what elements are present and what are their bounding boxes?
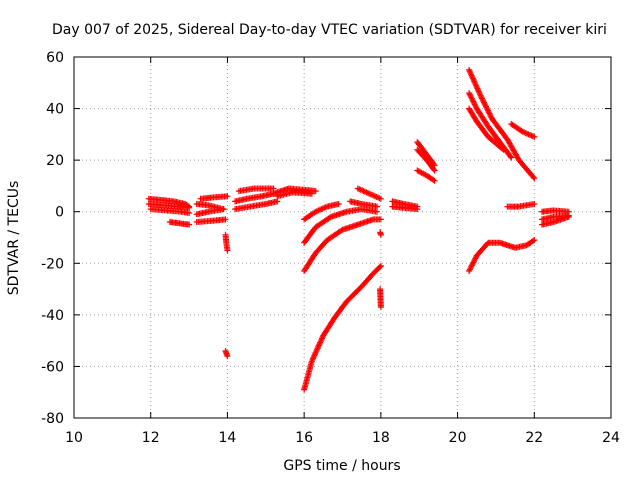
y-tick-label: 40 [46, 102, 64, 118]
data-segment [232, 190, 277, 205]
data-point [338, 227, 345, 234]
data-segment [274, 189, 315, 200]
y-tick-label: -20 [41, 256, 64, 272]
data-point [377, 216, 384, 223]
data-point [335, 201, 342, 207]
x-tick-label: 14 [219, 430, 237, 446]
data-points [145, 66, 572, 393]
data-segment [232, 198, 281, 213]
y-axis-label: SDTVAR / TECUs [6, 181, 22, 296]
data-point [374, 208, 380, 215]
data-segment [466, 66, 538, 182]
data-point [499, 145, 506, 152]
data-point [312, 188, 319, 195]
data-segment [389, 203, 421, 213]
data-segment [193, 216, 229, 225]
data-segment [301, 201, 342, 223]
data-segment [466, 105, 507, 153]
data-segment [235, 185, 277, 195]
data-point [326, 214, 333, 221]
data-segment [347, 198, 380, 210]
data-segment [354, 185, 384, 202]
data-point [531, 201, 538, 207]
data-point [308, 190, 315, 197]
data-segment [166, 219, 193, 228]
data-segment [197, 193, 231, 202]
data-point [186, 210, 193, 216]
data-point [431, 177, 438, 184]
data-segment [504, 201, 538, 210]
data-segment [508, 121, 538, 140]
x-tick-label: 24 [602, 430, 620, 446]
y-tick-label: 0 [55, 205, 64, 221]
data-point [377, 195, 384, 202]
data-segment [466, 90, 515, 161]
x-axis-label: GPS time / hours [283, 458, 400, 474]
data-point [530, 237, 536, 244]
data-point [483, 105, 490, 111]
data-segment [301, 262, 384, 393]
data-segment [539, 213, 572, 228]
data-point [274, 198, 281, 205]
data-point [220, 206, 227, 213]
y-tick-label: -40 [41, 308, 64, 324]
data-point [507, 153, 514, 160]
data-point [431, 167, 438, 174]
x-tick-label: 18 [372, 430, 390, 446]
data-segment [145, 201, 193, 211]
data-point [222, 216, 229, 223]
data-point [376, 264, 383, 270]
data-segment [301, 216, 384, 274]
y-tick-label: -60 [41, 359, 64, 375]
x-tick-label: 10 [65, 430, 83, 446]
data-segment [377, 286, 384, 311]
data-segment [466, 237, 538, 274]
data-segment [147, 206, 193, 216]
data-point [377, 262, 384, 269]
chart-title: Day 007 of 2025, Sidereal Day-to-day VTE… [52, 22, 607, 38]
data-point [374, 203, 380, 210]
plot-frame [73, 56, 612, 419]
data-point [224, 193, 231, 200]
data-segment [301, 206, 380, 246]
x-tick-label: 22 [525, 430, 543, 446]
data-point [430, 176, 437, 183]
grid [74, 57, 611, 418]
data-segment [414, 146, 438, 174]
data-point [377, 304, 384, 311]
y-tick-label: -80 [41, 411, 64, 427]
data-point [530, 174, 537, 180]
data-segment [414, 167, 438, 184]
data-point [528, 132, 535, 139]
y-tick-label: 60 [46, 50, 64, 66]
data-point [186, 204, 193, 211]
data-point [224, 353, 231, 360]
data-segment [222, 231, 231, 254]
data-point [531, 237, 538, 244]
data-point [565, 213, 572, 220]
data-point [377, 231, 384, 238]
data-point [270, 185, 277, 192]
data-segment [222, 348, 231, 360]
y-tick-label: 20 [46, 153, 64, 169]
data-point [430, 166, 437, 173]
x-tick-label: 16 [295, 430, 313, 446]
data-point [471, 79, 478, 86]
data-point [508, 154, 515, 161]
axis-ticks: 10 12 14 16 18 20 22 24 -80 -60 -40 -20 0 20 40 60 [41, 50, 620, 446]
data-segment [193, 206, 227, 218]
x-tick-label: 12 [142, 430, 160, 446]
x-tick-label: 20 [449, 430, 467, 446]
data-point [186, 221, 193, 228]
data-point [531, 133, 538, 140]
data-segment [377, 229, 384, 238]
data-point [224, 247, 231, 254]
data-point [500, 146, 507, 153]
data-point [414, 206, 421, 213]
data-point [477, 92, 484, 99]
data-point [531, 175, 538, 182]
